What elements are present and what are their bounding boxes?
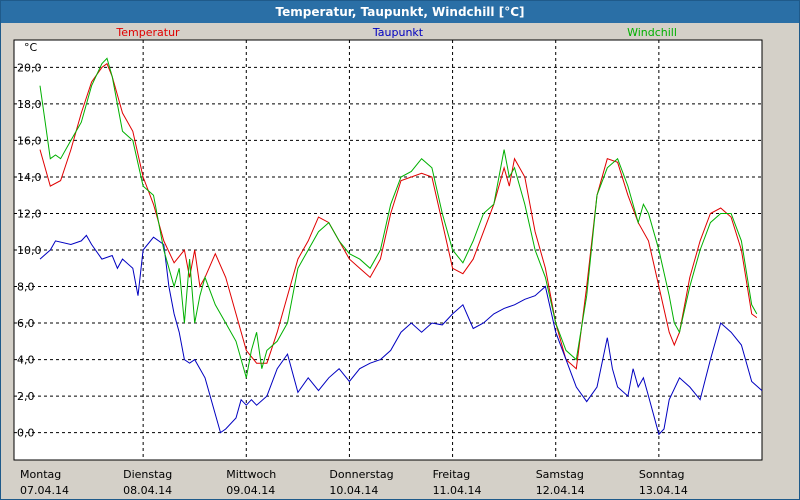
x-tick-day: Donnerstag bbox=[329, 468, 393, 481]
y-tick-label: 12,0 bbox=[17, 207, 42, 220]
y-tick-label: 6,0 bbox=[17, 317, 35, 330]
x-tick-date: 07.04.14 bbox=[20, 484, 69, 497]
x-tick-day: Samstag bbox=[536, 468, 584, 481]
y-tick-label: 20,0 bbox=[17, 61, 42, 74]
x-tick-day: Sonntag bbox=[639, 468, 685, 481]
series-layer bbox=[39, 57, 763, 436]
y-tick-label: 4,0 bbox=[17, 354, 35, 367]
y-axis-unit: °C bbox=[24, 41, 38, 54]
x-tick-date: 12.04.14 bbox=[536, 484, 585, 497]
y-tick-label: 18,0 bbox=[17, 98, 42, 111]
series-line-taupunkt bbox=[39, 234, 763, 436]
window-title: Temperatur, Taupunkt, Windchill [°C] bbox=[1, 1, 799, 23]
x-tick-date: 13.04.14 bbox=[639, 484, 688, 497]
legend: Temperatur Taupunkt Windchill bbox=[115, 26, 677, 39]
y-tick-label: 16,0 bbox=[17, 134, 42, 147]
legend-taupunkt: Taupunkt bbox=[372, 26, 424, 39]
x-tick-date: 10.04.14 bbox=[329, 484, 378, 497]
grid-lines bbox=[14, 40, 762, 460]
y-tick-label: 10,0 bbox=[17, 244, 42, 257]
legend-temperatur: Temperatur bbox=[115, 26, 180, 39]
x-tick-date: 11.04.14 bbox=[433, 484, 482, 497]
x-tick-day: Mittwoch bbox=[226, 468, 276, 481]
x-tick-day: Montag bbox=[20, 468, 61, 481]
y-axis: °C 0,0 2,0 4,0 6,0 8,0 10,0 12,0 14,0 16,0 18,0 20… bbox=[17, 41, 42, 440]
x-tick-day: Dienstag bbox=[123, 468, 172, 481]
x-axis: Montag 07.04.14 Dienstag 08.04.14 Mittwoch 09… bbox=[20, 468, 688, 497]
y-tick-label: 2,0 bbox=[17, 390, 35, 403]
x-tick-date: 09.04.14 bbox=[226, 484, 275, 497]
series-line-windchill bbox=[39, 57, 758, 378]
y-tick-label: 8,0 bbox=[17, 281, 35, 294]
y-tick-label: 0,0 bbox=[17, 427, 35, 440]
x-tick-date: 08.04.14 bbox=[123, 484, 172, 497]
y-tick-label: 14,0 bbox=[17, 171, 42, 184]
x-tick-day: Freitag bbox=[433, 468, 471, 481]
legend-windchill: Windchill bbox=[627, 26, 677, 39]
